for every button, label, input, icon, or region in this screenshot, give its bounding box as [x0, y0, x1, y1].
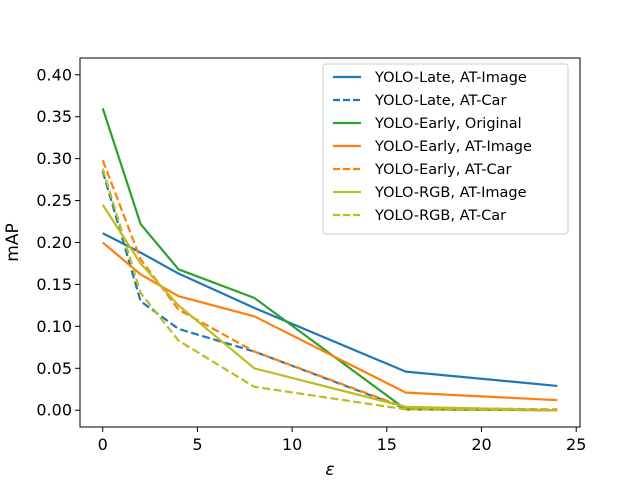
- legend-entry-1: YOLO-Late, AT-Car: [374, 93, 506, 109]
- y-tick-label: 0.35: [36, 107, 72, 126]
- legend-entry-0: YOLO-Late, AT-Image: [374, 70, 527, 86]
- y-axis-label: mAP: [3, 223, 23, 261]
- y-tick-label: 0.05: [36, 359, 72, 378]
- legend-box: [322, 63, 569, 235]
- y-tick-label: 0.10: [36, 317, 72, 336]
- series-layer: [101, 107, 558, 412]
- legend-entry-3: YOLO-Early, AT-Image: [374, 139, 532, 155]
- y-tick-label: 0.00: [36, 401, 72, 420]
- x-tick-label: 0: [98, 435, 108, 454]
- x-tick-label: 20: [471, 435, 491, 454]
- series-line-6: [101, 168, 558, 412]
- legend-entry-6: YOLO-RGB, AT-Car: [374, 208, 506, 224]
- legend-entry-5: YOLO-RGB, AT-Image: [374, 185, 527, 201]
- ticks-layer: 0 5 10 15 20 25 0.00 0.05 0.10 0.15 0.20 0.25 0.30 0.…: [36, 65, 586, 454]
- y-tick-label: 0.30: [36, 149, 72, 168]
- x-axis-label: ε: [325, 460, 334, 480]
- x-tick-label: 15: [377, 435, 397, 454]
- x-tick-label: 5: [192, 435, 202, 454]
- y-tick-label: 0.20: [36, 233, 72, 252]
- series-line-0: [102, 232, 558, 388]
- legend: YOLO-Late, AT-Image YOLO-Late, AT-Car YOLO…: [322, 63, 569, 235]
- legend-entry-4: YOLO-Early, AT-Car: [374, 162, 511, 178]
- y-tick-label: 0.40: [36, 65, 72, 84]
- y-tick-label: 0.25: [36, 191, 72, 210]
- series-line-3: [102, 241, 558, 402]
- series-line-2: [101, 107, 558, 412]
- x-tick-label: 25: [566, 435, 586, 454]
- y-tick-label: 0.15: [36, 275, 72, 294]
- legend-entry-2: YOLO-Early, Original: [374, 116, 522, 132]
- x-tick-label: 10: [282, 435, 302, 454]
- series-line-5: [101, 204, 558, 412]
